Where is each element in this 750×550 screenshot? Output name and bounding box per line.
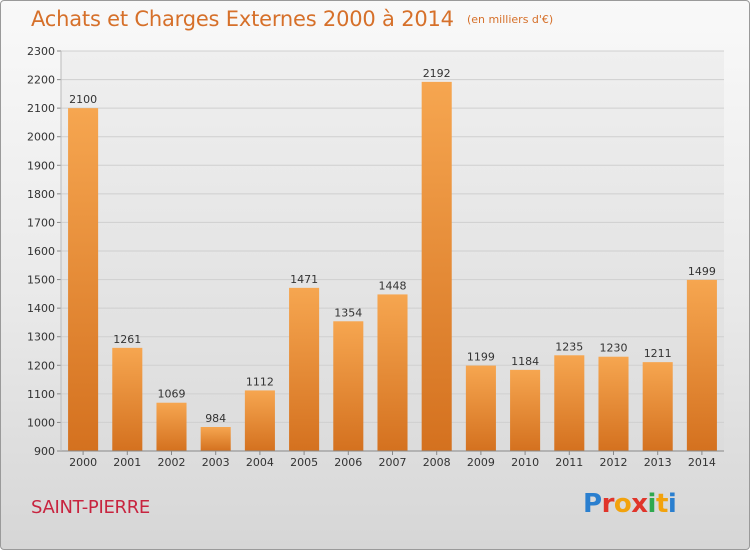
data-label-2004: 1112 xyxy=(246,375,274,388)
y-tick-label: 2300 xyxy=(27,45,55,58)
data-label-2002: 1069 xyxy=(158,388,186,401)
data-label-2010: 1184 xyxy=(511,355,539,368)
data-label-2014: 1499 xyxy=(688,265,716,278)
bar-2001 xyxy=(112,347,143,451)
x-tick-label-2006: 2006 xyxy=(334,456,362,469)
x-tick-label-2003: 2003 xyxy=(202,456,230,469)
x-tick-label-2011: 2011 xyxy=(555,456,583,469)
x-tick-label-2008: 2008 xyxy=(423,456,451,469)
bar-2014 xyxy=(686,279,717,451)
bar-2006 xyxy=(333,321,364,451)
x-tick-label-2012: 2012 xyxy=(600,456,628,469)
y-tick-label: 1200 xyxy=(27,359,55,372)
data-label-2009: 1199 xyxy=(467,351,495,364)
data-label-2005: 1471 xyxy=(290,273,318,286)
x-tick-label-2007: 2007 xyxy=(379,456,407,469)
x-tick-label-2000: 2000 xyxy=(69,456,97,469)
data-label-2000: 2100 xyxy=(69,93,97,106)
brand-letter: o xyxy=(613,489,632,519)
x-axis-ticks: 2000 2001 2002 2003 2004 2005 2006 2007 2008 2009… xyxy=(69,451,716,469)
bar-2008 xyxy=(421,81,452,451)
x-tick-label-2001: 2001 xyxy=(113,456,141,469)
data-label-2001: 1261 xyxy=(113,333,141,346)
y-tick-label: 1700 xyxy=(27,216,55,229)
x-tick-label-2013: 2013 xyxy=(644,456,672,469)
y-tick-label: 2100 xyxy=(27,102,55,115)
y-tick-label: 900 xyxy=(34,445,55,458)
bar-2012 xyxy=(598,356,629,451)
brand-letter: t xyxy=(655,489,668,519)
bar-2004 xyxy=(244,390,275,451)
y-tick-label: 1600 xyxy=(27,245,55,258)
y-tick-label: 1100 xyxy=(27,388,55,401)
data-label-2013: 1211 xyxy=(644,347,672,360)
y-tick-label: 1900 xyxy=(27,159,55,172)
brand-letter: r xyxy=(601,489,615,519)
brand-letter: x xyxy=(631,489,648,519)
y-tick-label: 1300 xyxy=(27,331,55,344)
bar-2013 xyxy=(642,362,673,451)
x-tick-label-2005: 2005 xyxy=(290,456,318,469)
chart-title: Achats et Charges Externes 2000 à 2014 xyxy=(31,7,454,31)
bar-2003 xyxy=(200,427,231,451)
bar-2011 xyxy=(554,355,585,451)
brand-logo[interactable]: Proxiti xyxy=(583,489,677,519)
data-label-2003: 984 xyxy=(205,412,226,425)
y-tick-label: 2200 xyxy=(27,74,55,87)
y-tick-label: 1500 xyxy=(27,274,55,287)
x-tick-label-2010: 2010 xyxy=(511,456,539,469)
data-label-2007: 1448 xyxy=(379,279,407,292)
x-tick-label-2009: 2009 xyxy=(467,456,495,469)
bar-2010 xyxy=(510,369,541,451)
brand-letter: i xyxy=(647,489,657,519)
bar-2000 xyxy=(68,108,99,452)
brand-letter: P xyxy=(583,489,602,519)
y-tick-label: 2000 xyxy=(27,131,55,144)
y-tick-label: 1000 xyxy=(27,416,55,429)
bar-2009 xyxy=(465,365,496,451)
bar-2005 xyxy=(289,287,320,451)
y-tick-label: 1400 xyxy=(27,302,55,315)
data-label-2012: 1230 xyxy=(600,342,628,355)
data-label-2008: 2192 xyxy=(423,67,451,80)
x-tick-label-2014: 2014 xyxy=(688,456,716,469)
place-name: SAINT-PIERRE xyxy=(31,497,151,518)
bar-2002 xyxy=(156,402,187,451)
title-row: Achats et Charges Externes 2000 à 2014 (… xyxy=(31,7,553,31)
y-axis-ticks: 900 1000 1100 1200 1300 1400 1500 1600 1700 1800 1… xyxy=(27,45,61,458)
data-label-2006: 1354 xyxy=(334,306,362,319)
x-tick-label-2002: 2002 xyxy=(158,456,186,469)
y-tick-label: 1800 xyxy=(27,188,55,201)
bars: 2100 1261 1069 984 1112 1471 1354 1448 2192 1199 1… xyxy=(68,67,717,452)
x-tick-label-2004: 2004 xyxy=(246,456,274,469)
bar-2007 xyxy=(377,294,408,451)
data-label-2011: 1235 xyxy=(555,340,583,353)
chart-subtitle: (en milliers d'€) xyxy=(466,13,554,26)
brand-letter: i xyxy=(667,489,677,519)
